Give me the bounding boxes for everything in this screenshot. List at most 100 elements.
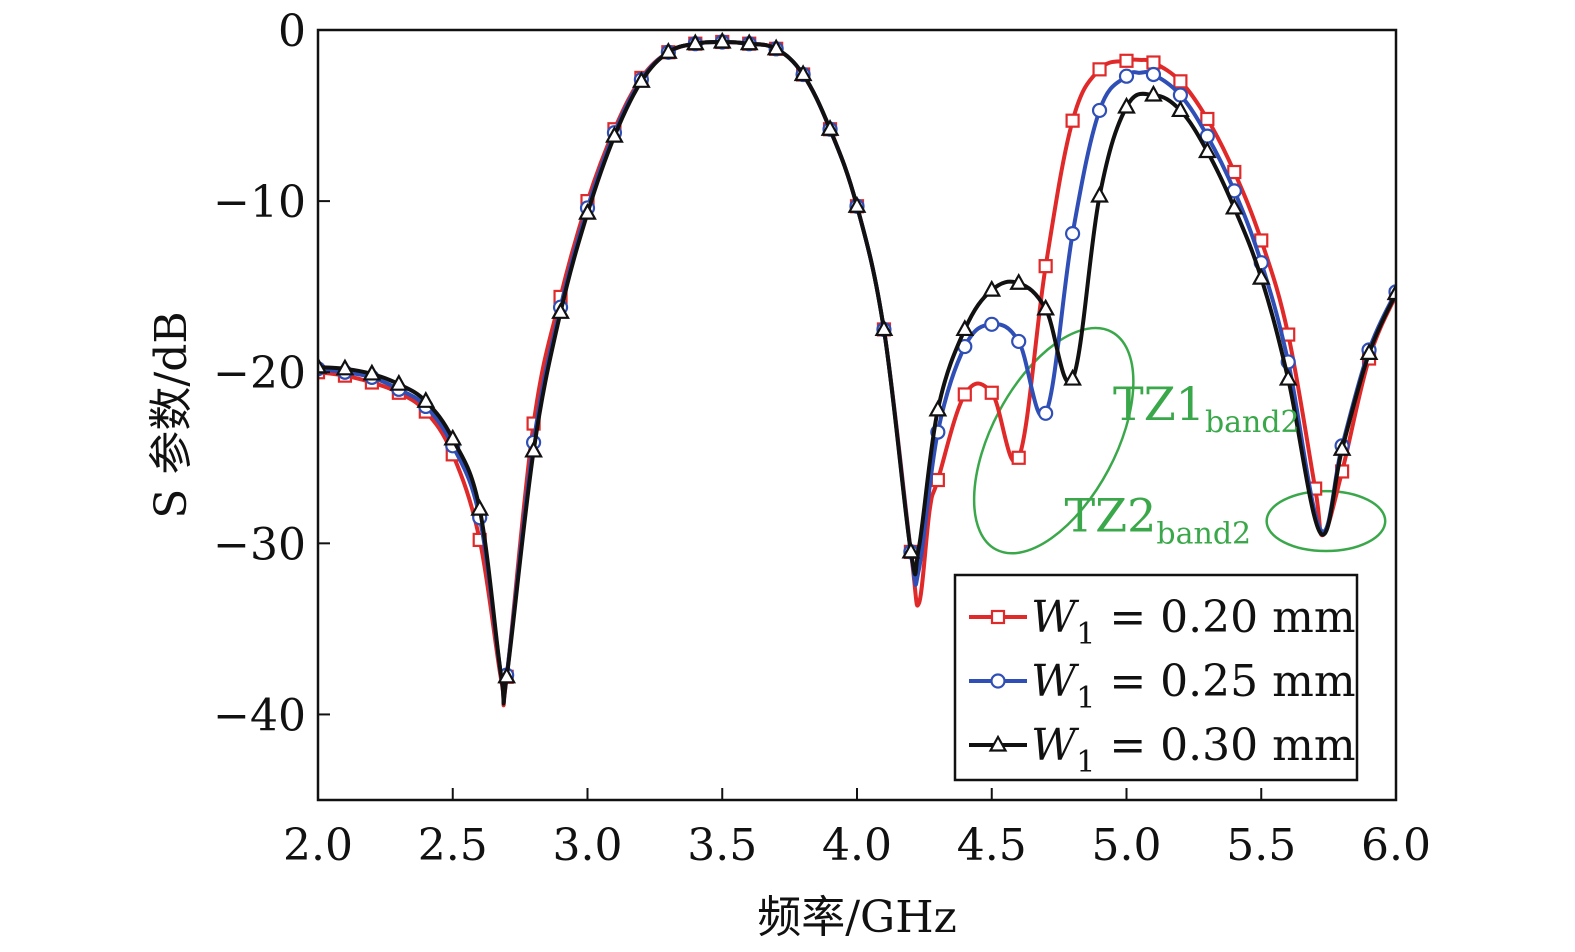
series-3 bbox=[318, 31, 1396, 706]
legend-sub: 1 bbox=[1076, 681, 1095, 716]
annotation-subscript: band2 bbox=[1156, 516, 1251, 551]
data-point bbox=[820, 118, 840, 136]
data-point bbox=[1011, 450, 1026, 465]
data-point bbox=[658, 41, 678, 59]
data-point bbox=[930, 472, 945, 488]
data-point bbox=[793, 64, 813, 82]
x-tick-label: 5.5 bbox=[1226, 820, 1296, 871]
y-tick-label: −40 bbox=[213, 690, 306, 741]
annotation-main: TZ2 bbox=[1065, 488, 1157, 542]
data-point bbox=[1278, 368, 1298, 386]
data-point bbox=[1172, 87, 1189, 103]
data-point bbox=[1009, 272, 1029, 290]
legend-marker bbox=[990, 673, 1006, 689]
data-point bbox=[1251, 267, 1271, 285]
x-axis-label: 频率/GHz bbox=[757, 892, 957, 943]
annotation-main: TZ1 bbox=[1113, 377, 1205, 431]
y-axis-label: S 参数/dB bbox=[146, 311, 197, 518]
data-point bbox=[470, 498, 490, 516]
annotation-label: TZ2band2 bbox=[1065, 488, 1252, 551]
data-point bbox=[1197, 141, 1217, 159]
data-point bbox=[443, 428, 463, 446]
data-point bbox=[1146, 55, 1161, 70]
data-point bbox=[1173, 74, 1188, 89]
data-point bbox=[1091, 102, 1108, 119]
data-point bbox=[1118, 68, 1135, 84]
legend-sub: 1 bbox=[1076, 617, 1095, 652]
data-point bbox=[318, 356, 328, 374]
data-point bbox=[1332, 438, 1352, 456]
x-tick-label: 4.5 bbox=[957, 820, 1027, 871]
legend-label: W1 = 0.30 mm bbox=[1031, 720, 1356, 780]
legend-var: W bbox=[1031, 656, 1080, 707]
y-tick-label: 0 bbox=[278, 6, 306, 57]
data-point bbox=[1038, 405, 1054, 421]
data-point bbox=[1063, 368, 1082, 386]
data-point bbox=[1036, 298, 1056, 316]
data-point bbox=[1064, 226, 1081, 242]
data-point bbox=[847, 195, 867, 213]
annotation-subscript: band2 bbox=[1205, 405, 1300, 440]
series-line bbox=[318, 39, 1396, 706]
data-point bbox=[1145, 66, 1162, 83]
data-point bbox=[766, 38, 786, 56]
annotation-ellipse bbox=[1265, 489, 1387, 553]
x-tick-label: 3.5 bbox=[687, 820, 757, 871]
data-point bbox=[712, 31, 732, 49]
data-point bbox=[1065, 113, 1080, 128]
legend-marker bbox=[990, 609, 1006, 625]
data-point bbox=[1200, 111, 1215, 127]
data-point bbox=[1038, 259, 1053, 274]
data-point bbox=[1386, 283, 1396, 301]
data-point bbox=[982, 279, 1002, 297]
legend-marker bbox=[988, 734, 1008, 752]
data-point bbox=[551, 302, 570, 319]
x-tick-label: 4.0 bbox=[822, 820, 892, 871]
data-point bbox=[1227, 164, 1242, 180]
y-tick-label: −30 bbox=[213, 519, 306, 570]
x-tick-label: 5.0 bbox=[1092, 820, 1162, 871]
annotation-label: TZ1band2 bbox=[1113, 377, 1300, 440]
legend-rest: = 0.30 mm bbox=[1095, 720, 1355, 771]
legend-var: W bbox=[1031, 592, 1080, 643]
data-point bbox=[497, 666, 517, 684]
data-point bbox=[1090, 185, 1109, 203]
data-point bbox=[1359, 343, 1379, 360]
y-tick-label: −10 bbox=[213, 177, 306, 228]
data-point bbox=[685, 33, 705, 51]
x-axis-ticks: 2.0 2.5 3.0 3.5 4.0 4.5 5.0 5.5 6.0 bbox=[283, 788, 1431, 871]
data-point bbox=[1092, 62, 1107, 77]
x-tick-label: 6.0 bbox=[1361, 820, 1431, 871]
data-point bbox=[605, 125, 624, 143]
data-point bbox=[1119, 53, 1134, 68]
y-tick-label: −20 bbox=[213, 348, 306, 399]
data-point bbox=[416, 391, 436, 408]
legend-var: W bbox=[1031, 720, 1080, 771]
x-tick-label: 3.0 bbox=[553, 820, 623, 871]
legend-entry: W1 = 0.20 mm bbox=[969, 592, 1356, 652]
data-point bbox=[955, 319, 975, 337]
data-point bbox=[984, 385, 999, 400]
legend-rest: = 0.20 mm bbox=[1095, 592, 1355, 643]
data-point bbox=[1171, 100, 1190, 118]
data-point bbox=[578, 202, 597, 220]
legend-rest: = 0.25 mm bbox=[1095, 656, 1355, 707]
data-point bbox=[362, 363, 382, 381]
data-point bbox=[1117, 96, 1136, 114]
data-point bbox=[984, 316, 1000, 332]
legend-entry: W1 = 0.25 mm bbox=[969, 656, 1356, 716]
data-point bbox=[739, 33, 759, 51]
data-point bbox=[1011, 333, 1027, 350]
data-point bbox=[928, 399, 948, 417]
data-point bbox=[1224, 197, 1244, 215]
data-point bbox=[389, 373, 409, 391]
data-point bbox=[524, 440, 543, 458]
data-point bbox=[335, 358, 355, 376]
legend-entry: W1 = 0.30 mm bbox=[969, 720, 1356, 780]
series-group bbox=[318, 31, 1396, 708]
legend-sub: 1 bbox=[1076, 745, 1095, 780]
